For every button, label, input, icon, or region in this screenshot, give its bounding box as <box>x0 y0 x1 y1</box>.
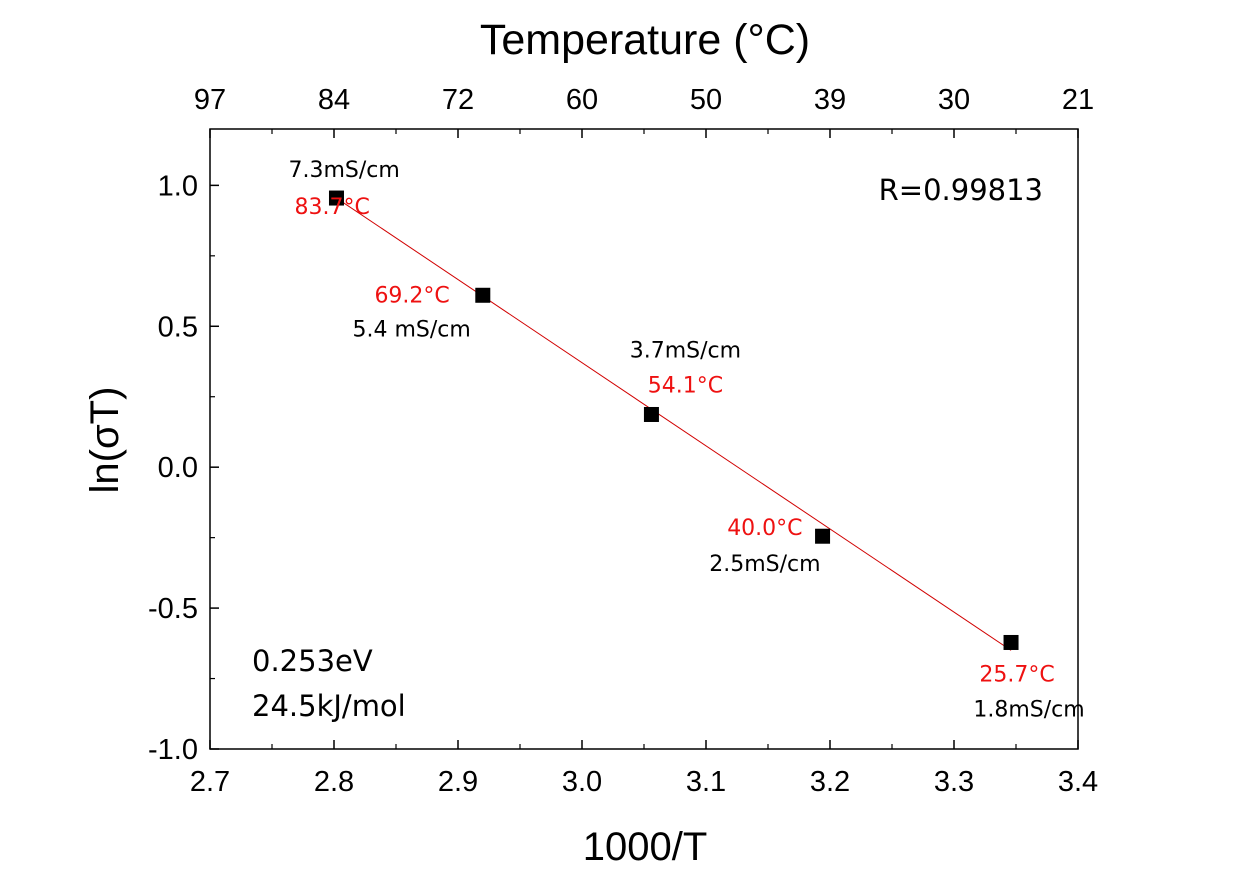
y-tick-label: 0.5 <box>158 311 198 343</box>
x-tick-label: 3.1 <box>686 766 726 798</box>
activation-ev-annotation: 0.253eV <box>252 644 373 678</box>
data-point <box>1003 634 1019 650</box>
temperature-label: 54.1°C <box>648 373 723 398</box>
fit-layer <box>336 197 1012 651</box>
data-point <box>643 406 659 422</box>
conductivity-label: 3.7mS/cm <box>630 338 741 363</box>
labels-layer: 7.3mS/cm 83.7°C 5.4 mS/cm 69.2°C 3.7mS/cm 54.… <box>288 158 1084 722</box>
x-tick-label: 3.4 <box>1058 766 1098 798</box>
top-tick-label: 39 <box>814 84 846 116</box>
r-value-annotation: R=0.99813 <box>879 173 1043 207</box>
x-tick-label: 3.2 <box>810 766 850 798</box>
temperature-label: 25.7°C <box>979 662 1054 687</box>
y-axis-title: ln(σT) <box>83 387 127 494</box>
fit-line <box>336 197 1012 651</box>
y-tick-label: 1.0 <box>158 170 198 202</box>
top-tick-label: 72 <box>442 84 474 116</box>
y-tick-label: -0.5 <box>148 593 198 625</box>
x-tick-label: 3.0 <box>562 766 602 798</box>
top-tick-label: 84 <box>318 84 350 116</box>
top-tick-label: 60 <box>566 84 598 116</box>
ticks-layer: 2.7 2.8 2.9 3.0 3.1 3.2 3.3 3.4 -1.0 -0.5 0.0 0.5 1.… <box>148 84 1098 798</box>
x-tick-label: 3.3 <box>934 766 974 798</box>
data-point <box>475 287 491 303</box>
conductivity-label: 1.8mS/cm <box>973 697 1084 722</box>
x-axis-title: 1000/T <box>583 825 708 869</box>
data-point <box>328 190 344 206</box>
top-axis-title: Temperature (°C) <box>480 16 810 64</box>
x-tick-label: 2.7 <box>190 766 230 798</box>
x-tick-label: 2.8 <box>314 766 354 798</box>
activation-kj-annotation: 24.5kJ/mol <box>252 689 406 723</box>
top-tick-label: 30 <box>938 84 970 116</box>
x-tick-label: 2.9 <box>438 766 478 798</box>
y-tick-label: -1.0 <box>148 734 198 766</box>
conductivity-label: 5.4 mS/cm <box>352 317 470 342</box>
data-point <box>815 528 831 544</box>
temperature-label: 69.2°C <box>374 283 449 308</box>
top-tick-label: 50 <box>690 84 722 116</box>
conductivity-label: 2.5mS/cm <box>709 552 820 577</box>
points-layer <box>328 190 1019 650</box>
temperature-label: 40.0°C <box>727 516 802 541</box>
top-tick-label: 97 <box>194 84 226 116</box>
top-tick-label: 21 <box>1062 84 1094 116</box>
conductivity-label: 7.3mS/cm <box>288 158 399 183</box>
temperature-label: 83.7°C <box>294 195 369 220</box>
y-tick-label: 0.0 <box>158 452 198 484</box>
